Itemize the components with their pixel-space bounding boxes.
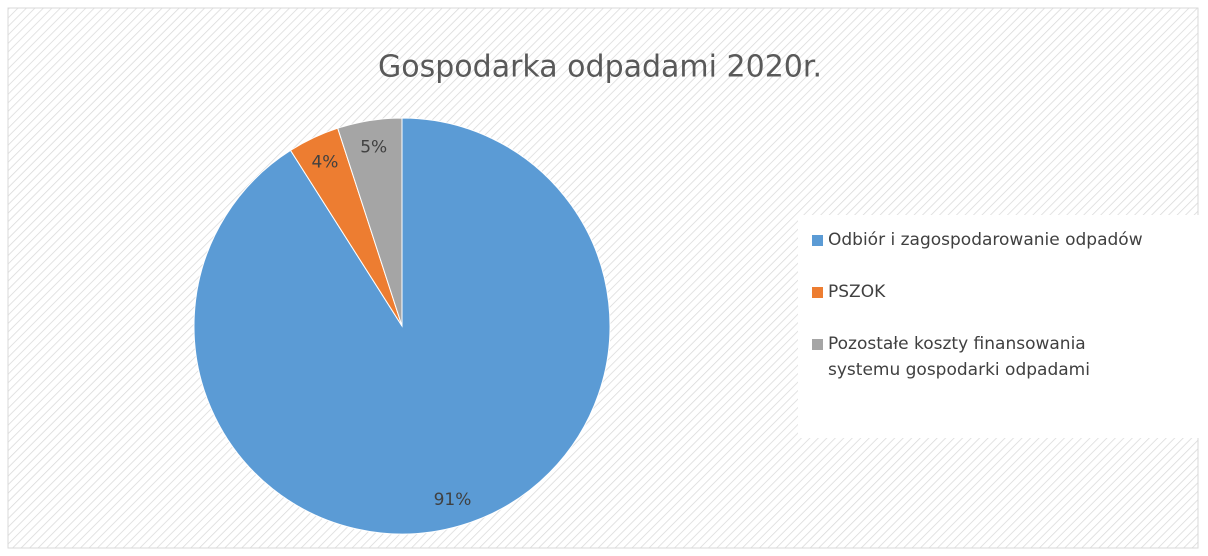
legend-label: Odbiór i zagospodarowanie odpadów xyxy=(828,230,1143,250)
legend-label: Pozostałe koszty finansowania systemu go… xyxy=(828,334,1090,380)
legend-item: PSZOK xyxy=(812,279,1205,305)
data-label: 91% xyxy=(434,490,472,510)
pie-slice xyxy=(337,117,403,327)
legend: Odbiór i zagospodarowanie odpadów PSZOK Po… xyxy=(798,215,1205,438)
legend-swatch xyxy=(812,235,823,246)
data-label: 4% xyxy=(311,152,338,172)
chart-title: Gospodarka odpadami 2020r. xyxy=(378,50,822,85)
legend-swatch xyxy=(812,287,823,298)
legend-label: PSZOK xyxy=(828,282,886,302)
legend-swatch xyxy=(812,339,823,350)
data-label: 5% xyxy=(360,137,387,157)
legend-item: Odbiór i zagospodarowanie odpadów xyxy=(812,227,1205,253)
legend-item: Pozostałe koszty finansowania systemu go… xyxy=(812,331,1205,383)
